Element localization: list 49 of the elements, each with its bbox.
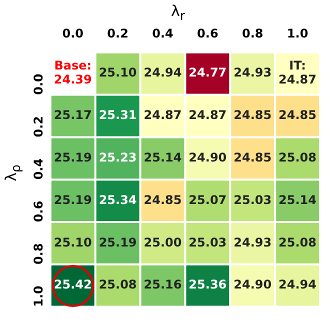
y-tick-label: 0.4 [32,158,46,180]
y-tick-label: 0.0 [32,74,46,95]
data-label: 25.19 [54,192,92,207]
data-label: 24.90 [188,150,227,165]
data-label: 24.90 [234,278,272,292]
data-label: 25.14 [144,150,182,165]
data-label: 25.34 [98,192,137,207]
data-label: 25.03 [188,235,227,250]
y-tick-label: 1.0 [32,286,46,307]
data-label: 25.19 [98,235,137,250]
data-label: 25.14 [278,192,317,207]
data-label: 24.87 [188,108,227,122]
y-tick-label: 0.2 [32,116,46,138]
x-tick-label: 0.0 [62,26,84,40]
data-label: 24.85 [234,108,272,122]
x-tick-label: 0.6 [197,26,218,40]
data-label: 25.42 [54,278,92,292]
data-label: 25.16 [144,278,182,292]
data-label: 25.23 [98,150,137,165]
data-label: 25.00 [144,235,182,250]
text: Base: 24.39 [54,58,92,87]
data-label: 24.94 [278,278,317,292]
data-label: 25.36 [188,278,227,292]
data-label: IT: 24.87 [278,58,317,87]
data-label: 24.94 [144,66,182,80]
data-label: 25.10 [54,235,92,250]
data-label: 25.19 [54,150,92,165]
x-tick-label: 1.0 [286,26,308,40]
data-label: 25.03 [234,192,272,207]
data-label: 25.07 [188,192,227,207]
data-label: 25.08 [278,150,317,165]
data-label: 24.85 [144,192,182,207]
data-label: 24.85 [278,108,317,122]
data-label: 25.08 [98,278,137,292]
x-tick-label: 0.4 [152,26,174,40]
data-label: 25.17 [54,108,92,122]
data-label: 24.77 [188,66,227,80]
y-tick-label: 0.6 [32,200,46,222]
x-tick-label: 0.8 [242,26,264,40]
data-label: 24.85 [234,150,272,165]
y-tick-label: 0.8 [32,243,46,264]
x-axis-title: λ$_{r}$ [170,2,186,23]
x-tick-label: 0.2 [107,26,128,40]
data-label: 25.10 [98,66,137,80]
data-label: 24.87 [144,108,182,122]
data-label: 25.31 [98,108,137,122]
data-label: 25.08 [278,235,317,250]
data-label: 24.93 [234,66,272,80]
data-label: 24.93 [234,235,272,250]
